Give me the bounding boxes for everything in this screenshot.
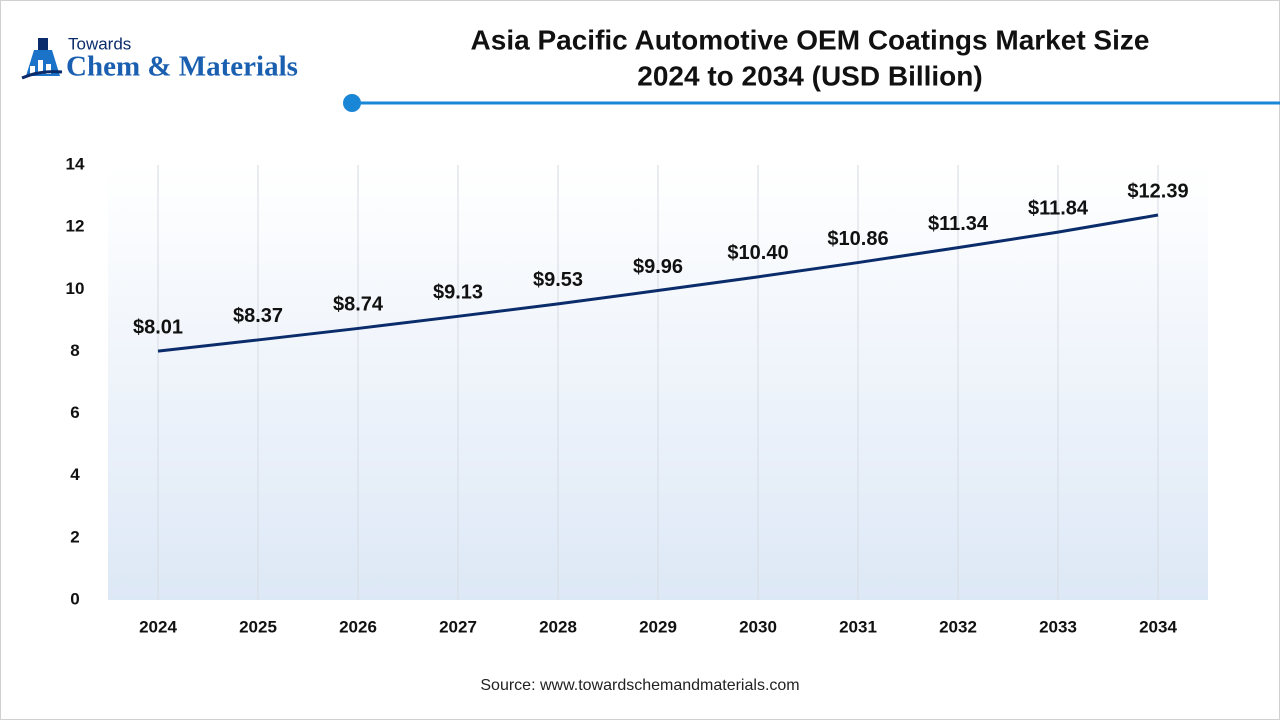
y-tick-label: 8 xyxy=(70,341,79,360)
data-label: $9.13 xyxy=(433,282,483,304)
data-label: $8.74 xyxy=(333,294,384,316)
data-line xyxy=(157,213,1159,353)
y-tick-label: 10 xyxy=(66,279,85,298)
data-label: $8.01 xyxy=(133,316,183,338)
data-label: $11.84 xyxy=(1028,197,1089,219)
logo-top: Towards xyxy=(68,34,131,53)
x-tick-label: 2029 xyxy=(639,617,677,636)
data-label: $9.96 xyxy=(633,256,683,278)
data-label: $9.53 xyxy=(533,269,583,291)
x-tick-label: 2026 xyxy=(339,617,377,636)
data-label: $10.40 xyxy=(727,242,788,264)
data-label: $11.34 xyxy=(928,213,989,235)
x-tick-label: 2027 xyxy=(439,617,477,636)
source: Source: www.towardschemandmaterials.com xyxy=(480,677,799,694)
x-tick-label: 2034 xyxy=(1139,617,1177,636)
x-tick-label: 2024 xyxy=(139,617,177,636)
x-tick-label: 2033 xyxy=(1039,617,1077,636)
x-tick-label: 2032 xyxy=(939,617,977,636)
y-tick-label: 0 xyxy=(70,589,79,608)
data-label: $12.39 xyxy=(1127,180,1188,202)
y-tick-label: 6 xyxy=(70,403,79,422)
data-label: $8.37 xyxy=(233,305,283,327)
data-label: $10.86 xyxy=(827,228,888,250)
x-tick-label: 2025 xyxy=(239,617,277,636)
x-tick-label: 2028 xyxy=(539,617,577,636)
y-tick-label: 12 xyxy=(66,217,85,236)
logo-icon xyxy=(21,38,63,80)
x-tick-label: 2031 xyxy=(839,617,877,636)
y-tick-label: 2 xyxy=(70,527,79,546)
x-tick-label: 2030 xyxy=(739,617,777,636)
chart-title: Asia Pacific Automotive OEM Coatings Mar… xyxy=(471,24,1150,55)
y-tick-label: 14 xyxy=(66,154,85,173)
y-tick-label: 4 xyxy=(70,465,80,484)
logo-name: Chem & Materials xyxy=(66,51,298,83)
title-rule-dot xyxy=(343,94,361,112)
chart-subtitle: 2024 to 2034 (USD Billion) xyxy=(637,60,982,91)
